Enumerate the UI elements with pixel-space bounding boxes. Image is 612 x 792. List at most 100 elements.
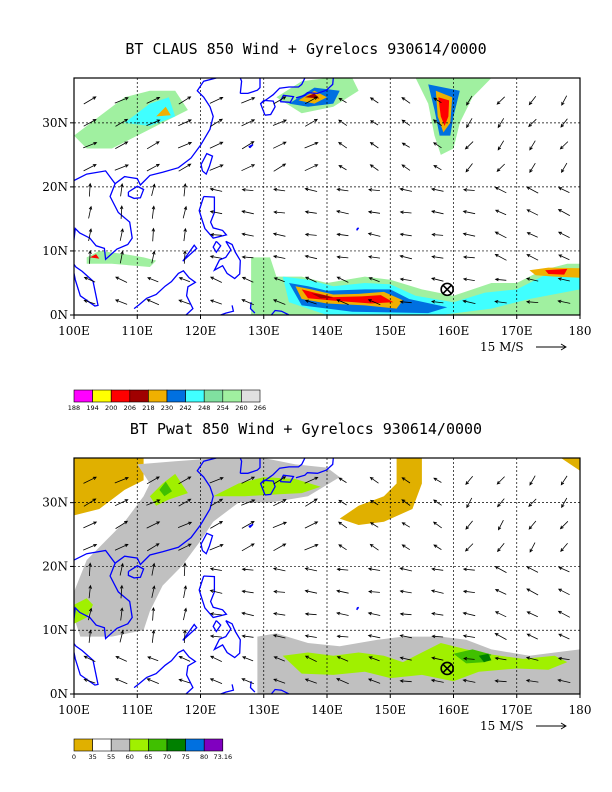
colorbar-swatch <box>241 389 261 403</box>
wind-vector <box>431 612 444 616</box>
wind-vector <box>528 96 537 106</box>
colorbar-label: 200 <box>105 404 117 412</box>
wind-vector <box>304 276 317 283</box>
wind-vector <box>433 97 442 104</box>
lat-tick-label: 10N <box>42 623 68 637</box>
coastline <box>212 240 222 254</box>
wind-vector <box>241 188 254 192</box>
wind-vector <box>305 498 318 507</box>
wind-vector <box>177 141 193 149</box>
wind-vector <box>369 164 379 171</box>
coastline <box>260 78 306 105</box>
wind-vector <box>401 499 411 506</box>
wind-vector <box>528 498 537 508</box>
wind-vector <box>209 187 223 192</box>
wind-vector <box>433 544 442 550</box>
wind-vector <box>432 119 442 127</box>
wind-vector <box>241 521 255 529</box>
wind-vector <box>466 497 473 509</box>
wind-vector <box>557 209 570 216</box>
colorbar-label: 65 <box>144 753 152 761</box>
wind-vector <box>336 634 349 639</box>
wind-vector <box>462 611 476 617</box>
wind-vector <box>338 141 348 149</box>
coastline <box>239 78 243 94</box>
wind-vector <box>336 656 349 662</box>
wind-vector <box>431 567 444 572</box>
wind-vector <box>399 254 412 260</box>
wind-vector <box>432 521 442 529</box>
wind-vector <box>178 299 191 305</box>
colorbar-label: 60 <box>126 753 134 761</box>
wind-vector <box>146 119 161 126</box>
wind-vector <box>119 629 124 643</box>
colorbar-swatch <box>73 389 93 403</box>
wind-vector <box>561 95 568 106</box>
wind-vector <box>559 141 569 150</box>
wind-vector <box>151 629 156 643</box>
wind-vector <box>241 141 255 150</box>
wind-vector <box>498 520 504 531</box>
field-contour <box>213 477 321 497</box>
wind-vector <box>88 249 92 264</box>
vector-scale-arrow <box>536 722 567 730</box>
wind-vector <box>209 634 222 639</box>
coastline <box>133 649 197 694</box>
wind-vector <box>241 210 254 215</box>
wind-vector <box>430 678 444 683</box>
wind-vector <box>209 567 222 571</box>
coastline <box>259 99 276 116</box>
wind-vector <box>336 611 349 616</box>
wind-vector <box>494 300 507 304</box>
wind-vector <box>241 589 254 594</box>
field-contour <box>156 106 171 117</box>
wind-vector <box>146 97 161 104</box>
wind-vector <box>115 141 129 149</box>
wind-vector <box>559 521 569 530</box>
colorbar-swatch <box>73 738 93 752</box>
wind-vector <box>338 499 347 506</box>
wind-vector <box>241 656 254 662</box>
wind-vector <box>83 498 97 507</box>
wind-vector <box>401 544 411 551</box>
wind-vector <box>177 521 193 528</box>
wind-vector <box>304 544 319 551</box>
wind-vector <box>83 276 96 283</box>
wind-vector <box>464 141 474 150</box>
wind-vector <box>557 610 570 618</box>
wind-vector <box>401 142 410 148</box>
coastline <box>356 227 360 231</box>
colorbar-label: 254 <box>217 404 229 412</box>
wind-vector <box>304 232 317 237</box>
wind-vector <box>83 476 97 484</box>
wind-vector <box>399 187 412 192</box>
wind-vector <box>273 277 285 283</box>
wind-vector <box>338 544 347 551</box>
wind-vector <box>496 498 505 508</box>
wind-vector <box>496 96 505 105</box>
coastline <box>212 620 241 659</box>
top-map-panel: 100E 110E 120E 130E 140E 150E 160E 170E 180 0N 10N… <box>42 77 591 412</box>
field-contour <box>89 254 100 259</box>
colorbar: 188 194 200 206 218 230 242 248 254 260 266 <box>68 389 266 412</box>
wind-vector <box>558 187 570 193</box>
lon-tick-label: 150E <box>374 703 406 717</box>
wind-vector <box>526 232 538 238</box>
field-contour <box>453 649 492 664</box>
wind-vector <box>431 210 444 215</box>
wind-vector <box>401 119 411 126</box>
wind-vector <box>399 589 412 594</box>
wind-vector <box>209 544 224 551</box>
coastline <box>260 458 306 485</box>
wind-vector <box>209 97 224 104</box>
lat-tick-label: 20N <box>42 180 68 194</box>
colorbar-label: 0 <box>72 753 76 761</box>
wind-vector <box>497 542 505 553</box>
wind-vector <box>494 656 507 661</box>
wind-vector <box>241 97 256 104</box>
wind-vector <box>178 96 192 105</box>
wind-vector <box>146 521 161 529</box>
wind-vector <box>462 678 476 683</box>
wind-vector <box>430 589 444 594</box>
